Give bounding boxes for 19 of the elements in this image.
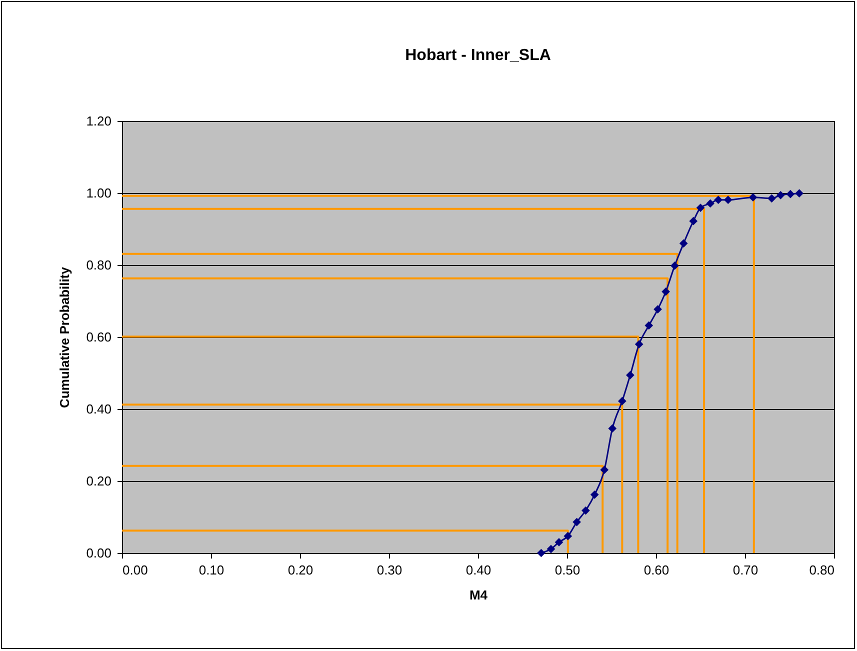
- x-tick-label: 0.80: [809, 562, 834, 578]
- x-tick-label: 0.10: [198, 562, 224, 578]
- y-axis-title: Cumulative Probability: [57, 266, 72, 408]
- y-tick-label: 0.00: [86, 546, 112, 560]
- x-tick-label: 0.30: [376, 562, 402, 578]
- y-tick-label: 0.80: [86, 258, 112, 272]
- y-tick-label: 1.00: [86, 186, 112, 200]
- x-tick-label: 0.20: [288, 562, 314, 578]
- x-tick-label: 0.70: [732, 562, 758, 578]
- chart-title: Hobart - Inner_SLA: [405, 47, 552, 64]
- x-tick-label: 0.00: [122, 562, 148, 578]
- x-axis-title: M4: [469, 588, 488, 602]
- y-tick-label: 0.60: [86, 330, 112, 344]
- x-tick-label: 0.60: [644, 562, 670, 578]
- x-tick-label: 0.50: [554, 562, 580, 578]
- y-tick-label: 1.20: [86, 114, 112, 128]
- y-tick-label: 0.40: [86, 402, 112, 416]
- y-tick-label: 0.20: [86, 474, 112, 488]
- x-tick-label: 0.40: [466, 562, 492, 578]
